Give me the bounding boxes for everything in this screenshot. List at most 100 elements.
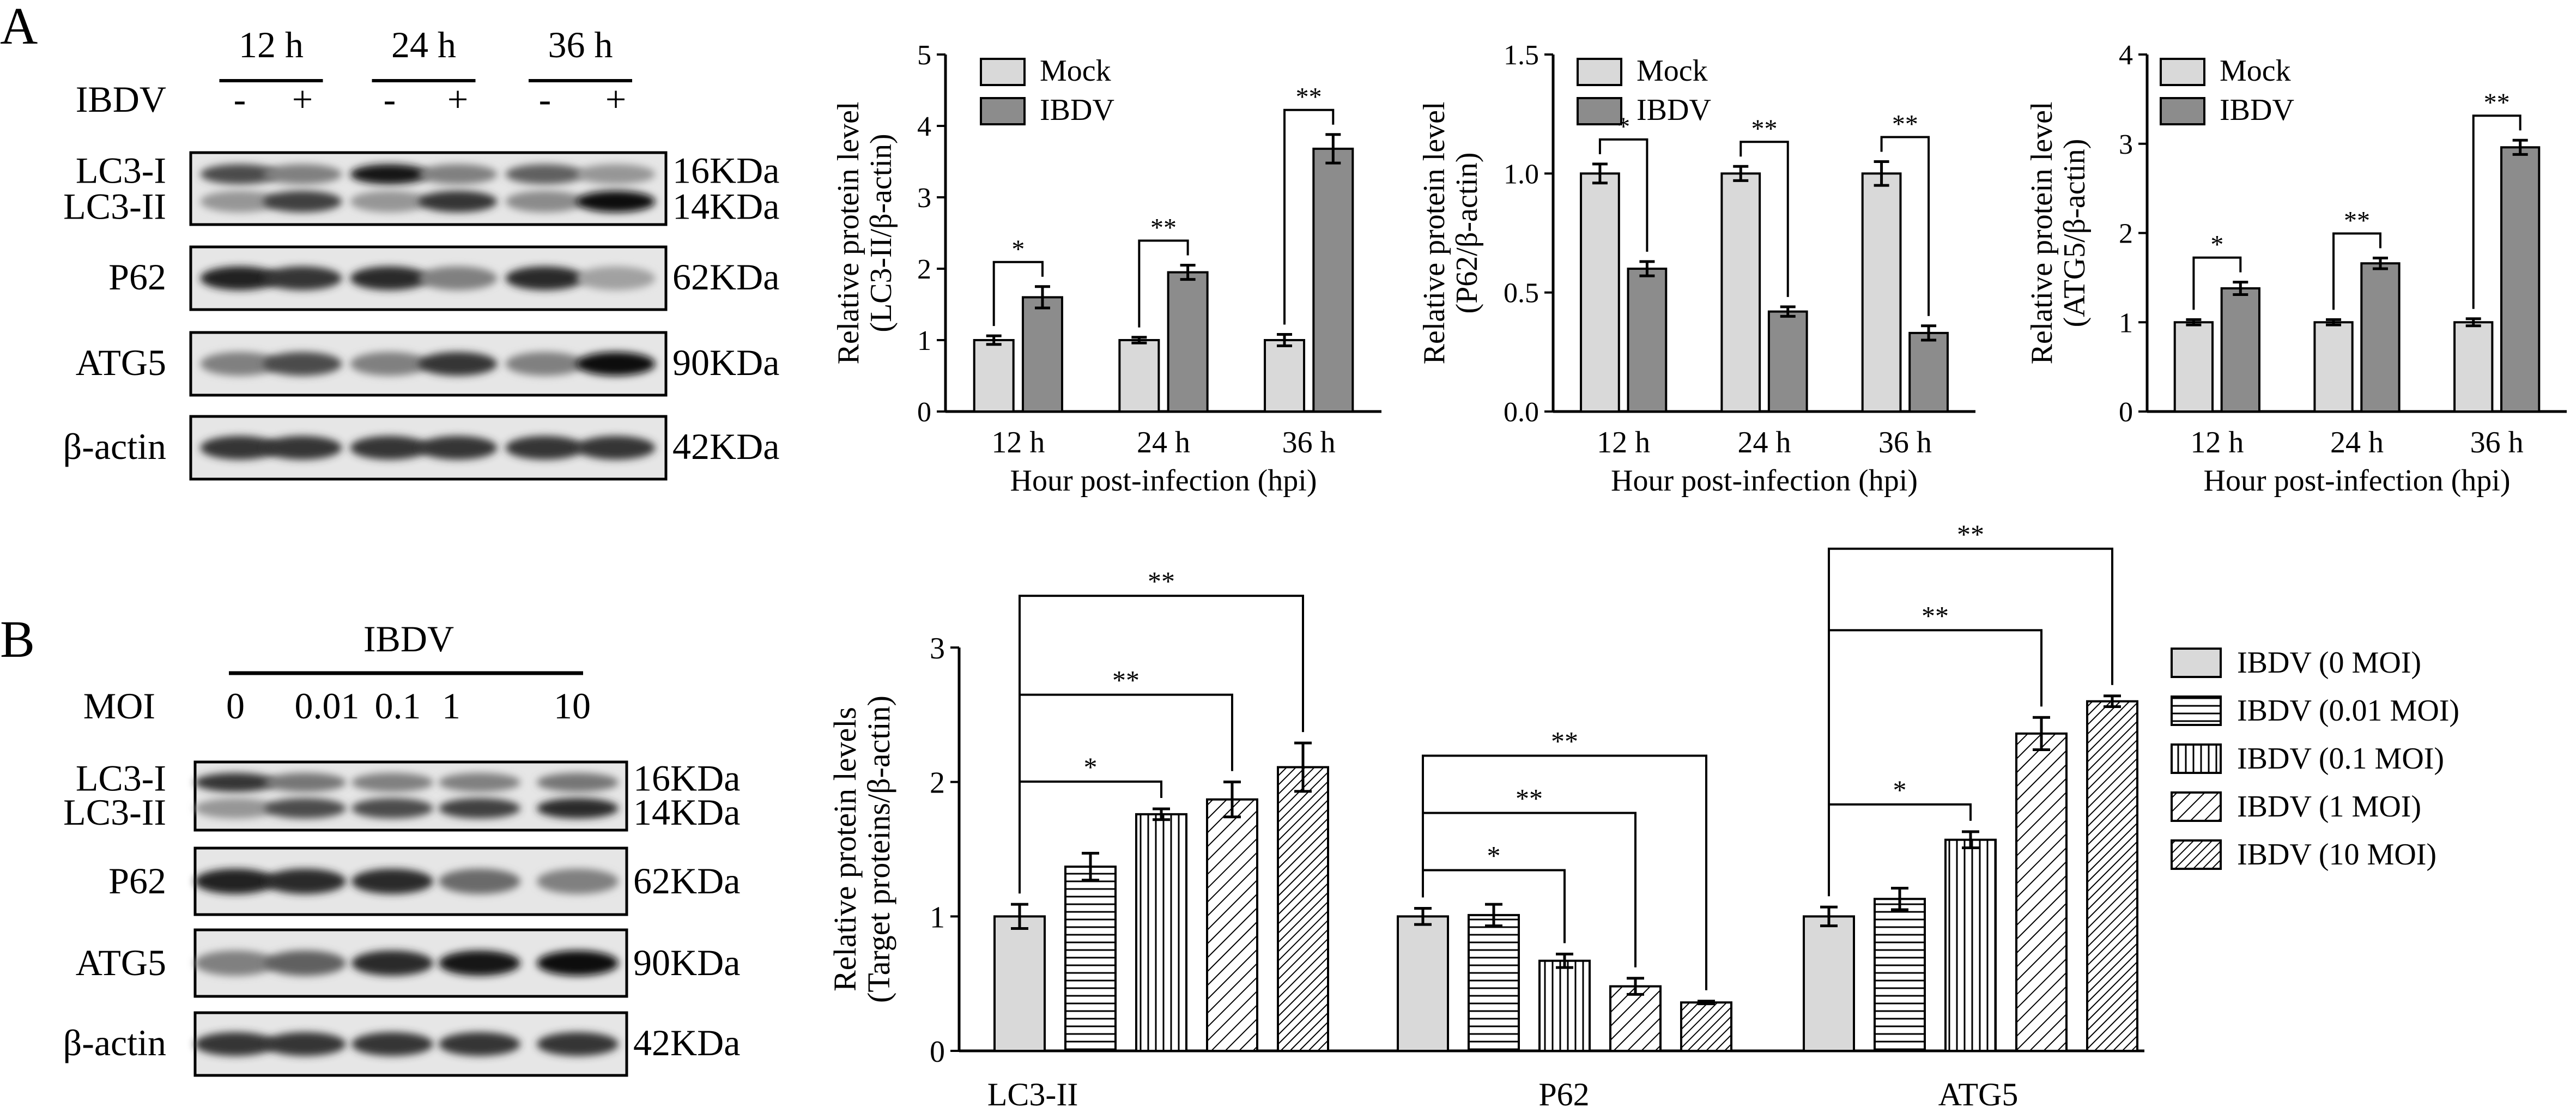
blot-membrane xyxy=(189,151,668,226)
chart-lc3ii-time: 0 1 2 3 4 5 Relative protein level(LC3-II/β-ac… xyxy=(832,40,1381,498)
x-tick-label: 24 h xyxy=(1738,426,1791,459)
legend-label: IBDV (0.1 MOI) xyxy=(2237,742,2444,776)
protein-band xyxy=(439,868,520,894)
moi-value: 0.1 xyxy=(375,685,421,727)
bar-diagonal-dense xyxy=(2086,700,2138,1052)
legend-label: IBDV xyxy=(1040,93,1114,127)
bar-horizontal xyxy=(1874,898,1926,1052)
protein-band xyxy=(439,950,520,976)
significance-mark: * xyxy=(2210,231,2223,259)
protein-band xyxy=(200,435,280,460)
protein-label: β-actin xyxy=(63,426,166,467)
lc3-i-band xyxy=(350,164,429,185)
protein-band xyxy=(351,868,433,894)
lane-sign: + xyxy=(292,78,313,120)
x-tick-label: ATG5 xyxy=(1938,1076,2019,1112)
kda-label: 90KDa xyxy=(633,942,740,983)
y-tick-label: 0 xyxy=(917,397,931,428)
protein-band xyxy=(200,352,280,376)
legend-label: Mock xyxy=(2220,54,2291,88)
y-tick-label: 3 xyxy=(930,632,945,666)
x-tick-label: 36 h xyxy=(1282,426,1336,459)
significance-bracket xyxy=(2332,232,2381,310)
protein-band xyxy=(263,266,342,291)
protein-label: P62 xyxy=(108,256,166,298)
kda-label: 42KDa xyxy=(672,426,779,467)
x-tick-label: LC3-II xyxy=(987,1076,1078,1112)
x-tick-label: 12 h xyxy=(1597,426,1650,459)
moi-value: 10 xyxy=(554,685,591,727)
legend-label: IBDV (0.01 MOI) xyxy=(2237,694,2459,728)
bar-ibdv xyxy=(1767,310,1808,413)
significance-mark: ** xyxy=(2484,88,2510,117)
lc3-ii-band xyxy=(576,190,656,213)
significance-bracket xyxy=(1880,136,1930,316)
kda-label: 62KDa xyxy=(633,860,740,902)
panel-label-b: B xyxy=(0,610,35,668)
lc3-i-band xyxy=(195,773,276,792)
significance-mark: ** xyxy=(1296,83,1322,112)
protein-band xyxy=(350,435,429,460)
y-axis-label: (Target proteins/β-actin) xyxy=(861,695,896,1003)
bar-ibdv xyxy=(1312,147,1354,413)
significance-mark: ** xyxy=(2344,206,2370,235)
x-axis-label: Hour post-infection (hpi) xyxy=(2204,464,2511,498)
legend-label: Mock xyxy=(1040,54,1111,88)
protein-band xyxy=(576,352,656,376)
significance-bracket xyxy=(1019,693,1233,894)
protein-band xyxy=(418,266,498,291)
legend-label: IBDV (1 MOI) xyxy=(2237,790,2421,824)
lc3-i-band xyxy=(418,164,498,185)
bar-ibdv xyxy=(2500,146,2541,413)
protein-band xyxy=(351,950,433,976)
y-axis-label: Relative protein level xyxy=(832,101,865,364)
lc3-i-band xyxy=(200,164,280,185)
significance-bracket xyxy=(1828,547,2113,897)
protein-band xyxy=(537,1032,619,1056)
protein-band xyxy=(576,435,656,460)
protein-band xyxy=(264,950,346,976)
protein-band xyxy=(537,868,619,894)
time-label: 36 h xyxy=(548,24,613,65)
y-axis-label: (ATG5/β-actin) xyxy=(2058,139,2092,328)
y-tick-label: 1 xyxy=(2119,307,2133,338)
x-tick-label: 24 h xyxy=(2330,426,2384,459)
significance-bracket xyxy=(1138,239,1189,328)
y-tick-label: 0 xyxy=(930,1035,945,1069)
bar-mock xyxy=(1264,339,1306,413)
significance-mark: ** xyxy=(1150,213,1177,242)
legend-swatch xyxy=(2160,58,2205,86)
chart-p62-time: 0.0 0.5 1.0 1.5 Relative protein level(P62/β… xyxy=(1417,40,1975,498)
lc3-ii-band xyxy=(439,798,520,819)
bar-mock xyxy=(1861,172,1902,413)
time-label: 12 h xyxy=(239,24,304,65)
bar-ibdv xyxy=(1021,296,1063,413)
bar-mock xyxy=(1720,172,1761,413)
protein-band xyxy=(439,1032,520,1056)
y-tick-label: 1 xyxy=(917,325,931,356)
bar-vertical xyxy=(1538,959,1591,1052)
significance-mark: ** xyxy=(1892,110,1918,139)
chart-atg5-time: 0 1 2 3 4 Relative protein level(ATG5/β-actin… xyxy=(2025,40,2567,498)
lane-sign: - xyxy=(384,78,396,120)
lc3-ii-band xyxy=(537,798,619,819)
kda-label: 90KDa xyxy=(672,342,779,383)
protein-band xyxy=(418,435,498,460)
legend-swatch xyxy=(1577,97,1622,125)
x-tick-label: 12 h xyxy=(2190,426,2244,459)
y-tick-label: 0.5 xyxy=(1504,278,1539,309)
kda-label: 16KDa xyxy=(672,149,779,191)
legend-swatch xyxy=(2171,648,2222,678)
y-tick-label: 4 xyxy=(2119,40,2133,71)
lc3-i-band xyxy=(264,773,346,792)
protein-label: LC3-II xyxy=(63,791,166,833)
x-tick-label: P62 xyxy=(1538,1076,1589,1112)
y-tick-label: 5 xyxy=(917,40,931,71)
significance-mark: * xyxy=(1084,752,1098,782)
bar-ibdv xyxy=(2220,287,2260,413)
protein-band xyxy=(350,352,429,376)
protein-band xyxy=(505,435,585,460)
legend-swatch xyxy=(1577,58,1622,86)
bar-vertical xyxy=(1944,838,1997,1052)
